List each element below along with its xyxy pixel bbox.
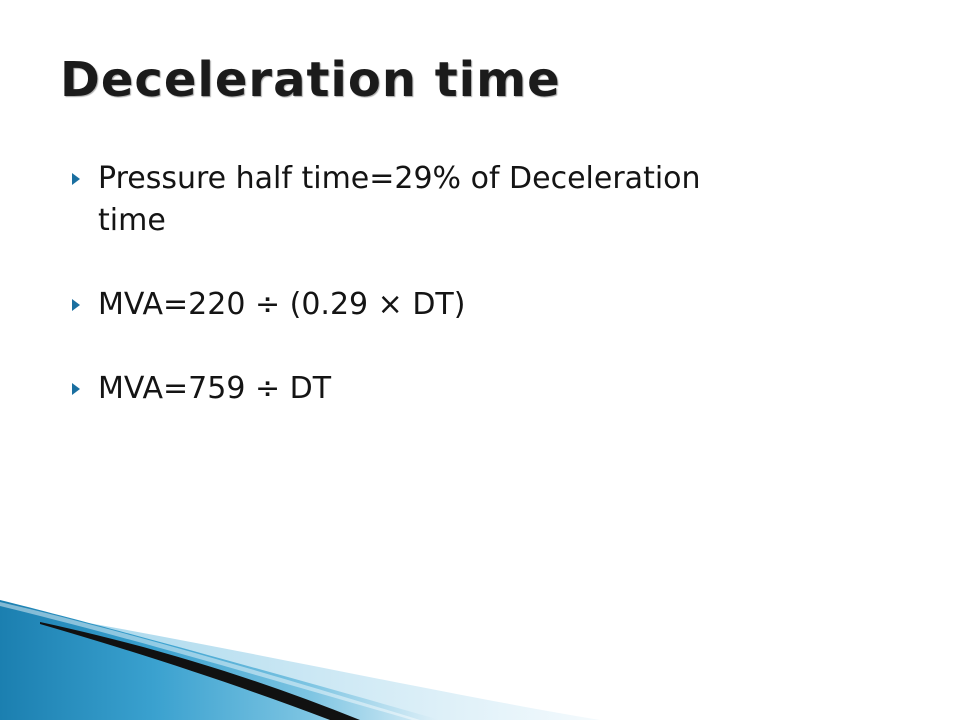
bullet-item: MVA=759 ÷ DT	[72, 368, 858, 410]
slide-title: Deceleration time	[60, 52, 561, 108]
bullet-item: Pressure half time=29% of Deceleration t…	[72, 158, 858, 242]
bullet-arrow-icon	[72, 383, 80, 395]
bullet-text: Pressure half time=29% of Deceleration	[98, 161, 701, 196]
bullet-text: MVA=759 ÷ DT	[98, 371, 332, 406]
bullet-text-continued: time	[98, 203, 166, 238]
bullet-arrow-icon	[72, 299, 80, 311]
bullet-text: MVA=220 ÷ (0.29 × DT)	[98, 287, 466, 322]
bullet-list: Pressure half time=29% of Deceleration t…	[72, 158, 858, 452]
bullet-item: MVA=220 ÷ (0.29 × DT)	[72, 284, 858, 326]
bullet-arrow-icon	[72, 173, 80, 185]
decorative-swoosh	[0, 600, 600, 720]
